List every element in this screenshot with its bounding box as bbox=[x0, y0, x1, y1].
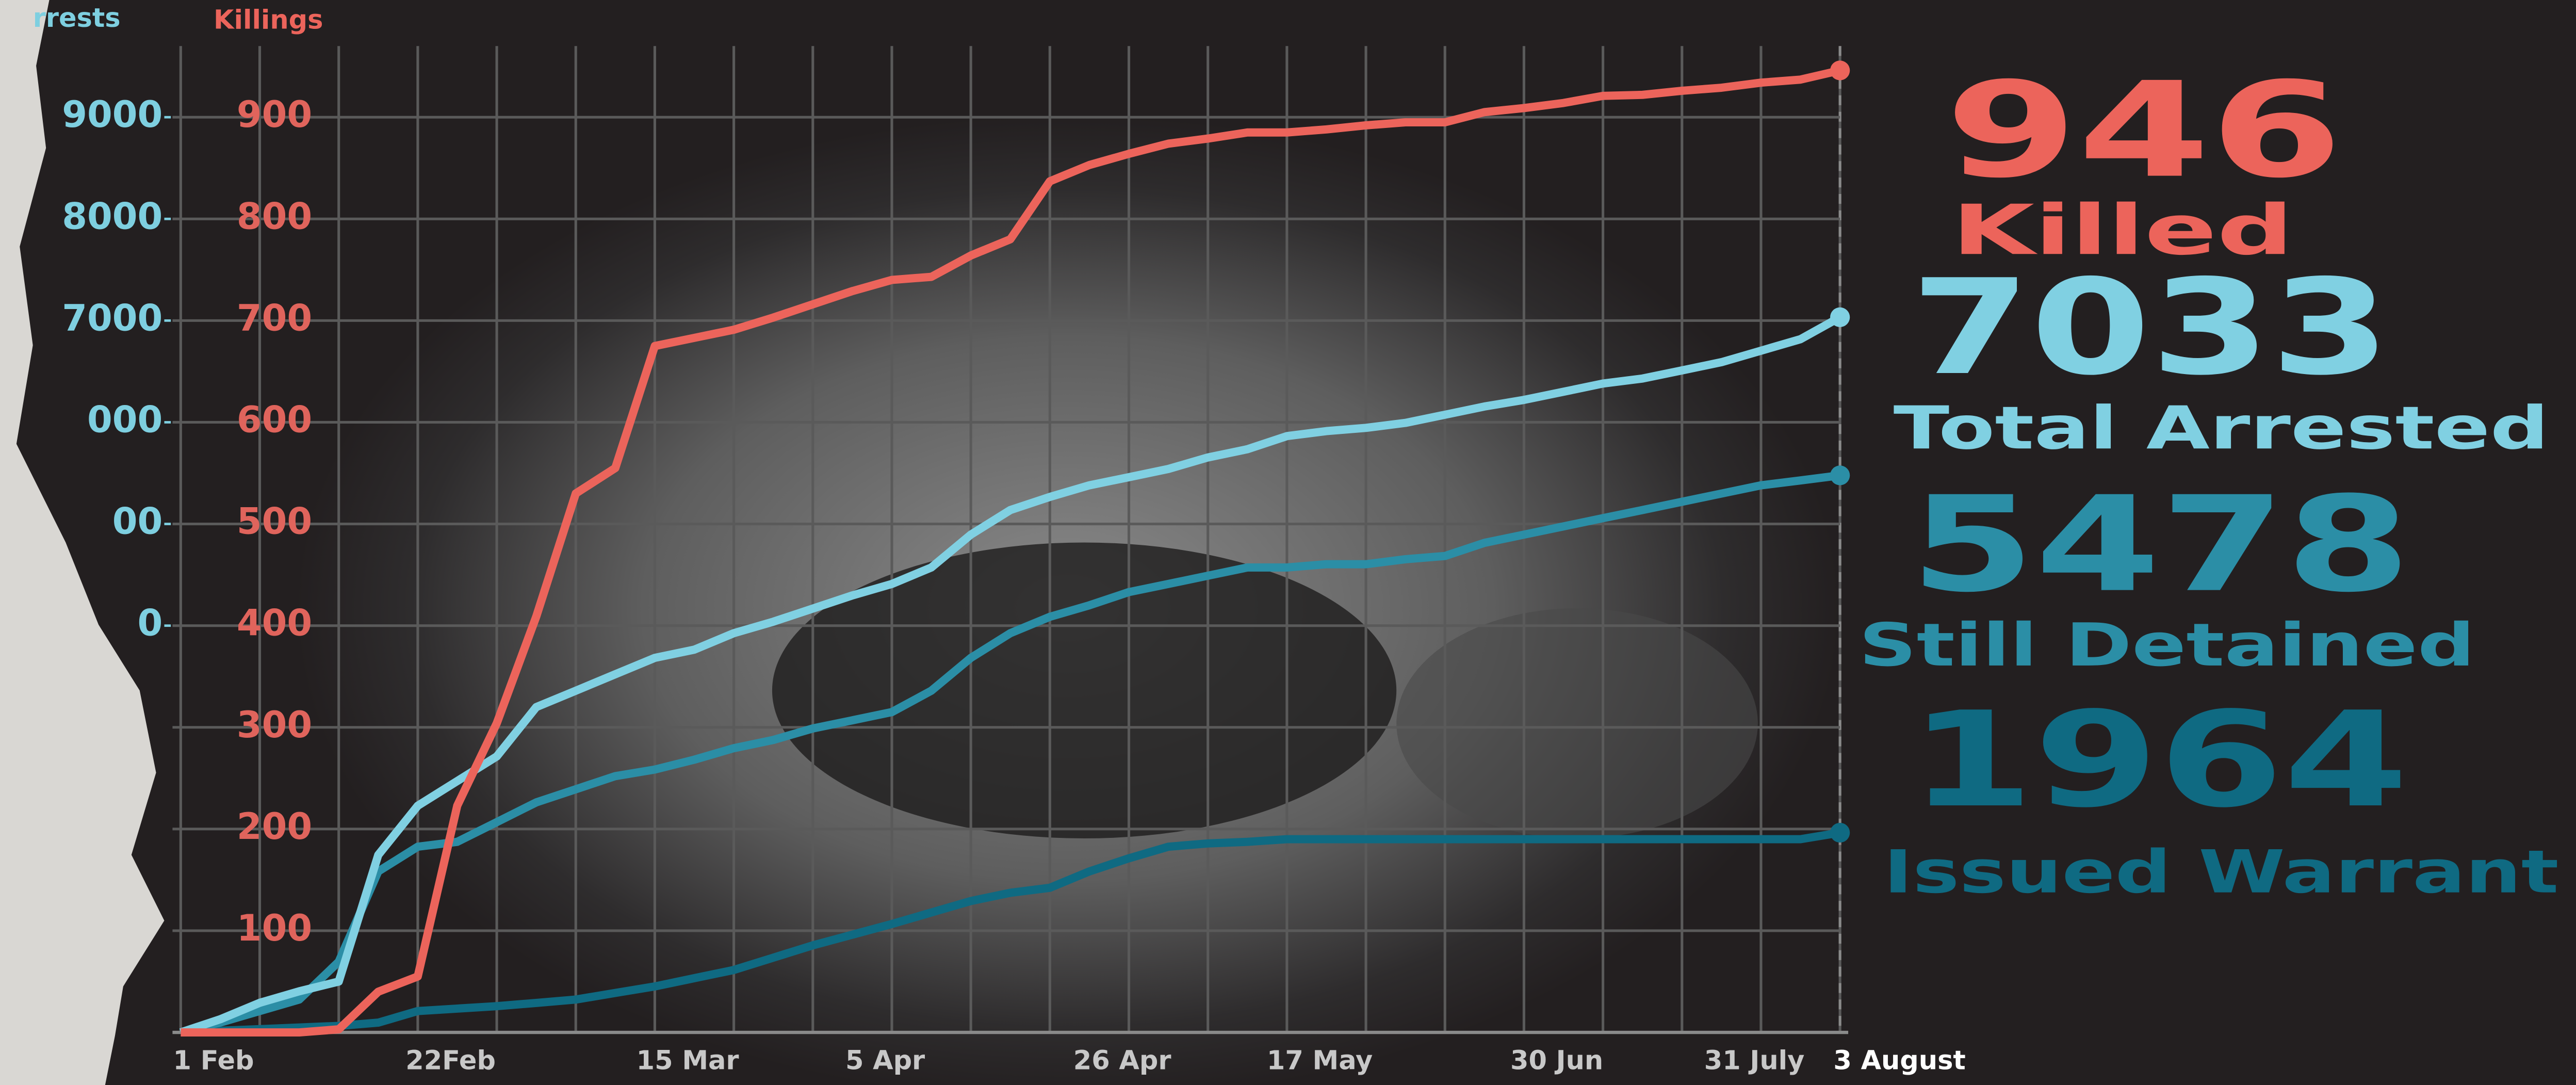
y2-tick-label: 9000 bbox=[62, 93, 162, 136]
end-point bbox=[1830, 465, 1850, 485]
x-tick-label: 5 Apr bbox=[845, 1045, 925, 1076]
y-axis-title: Killings bbox=[214, 5, 323, 35]
y-tick-label: 400 bbox=[237, 602, 312, 644]
x-tick-label: 26 Apr bbox=[1073, 1045, 1171, 1076]
y-tick-label: 200 bbox=[237, 805, 312, 848]
y2-tick-label: 8000 bbox=[62, 195, 162, 237]
y2-axis-title: rrests bbox=[33, 3, 121, 34]
end-point bbox=[1830, 307, 1850, 327]
legend-label: Still Detained bbox=[1859, 611, 2475, 680]
end-point bbox=[1830, 60, 1850, 80]
series-line bbox=[181, 66, 1841, 1037]
y-tick-label: 500 bbox=[237, 500, 312, 543]
x-tick-label: 31 July bbox=[1704, 1045, 1805, 1076]
x-tick-label: 1 Feb bbox=[173, 1045, 254, 1076]
mask-shape bbox=[1396, 608, 1758, 839]
x-tick-label: 17 May bbox=[1267, 1045, 1373, 1076]
y2-tick-label: 0 bbox=[138, 602, 163, 644]
x-tick-label: 22Feb bbox=[405, 1045, 496, 1076]
legend-label: Issued Warrant bbox=[1884, 838, 2559, 907]
y-tick-label: 800 bbox=[237, 195, 312, 237]
y-tick-label: 700 bbox=[237, 297, 312, 339]
x-tick-label: 30 Jun bbox=[1510, 1045, 1603, 1076]
total-value: 5478 bbox=[1910, 468, 2411, 622]
y-tick-label: 600 bbox=[237, 398, 312, 441]
series-line bbox=[181, 829, 1841, 1037]
end-point bbox=[1830, 822, 1850, 843]
total-value: 7033 bbox=[1911, 251, 2390, 404]
grid: 100 200 300 400 500 600 700 800 900 9000 8000 7000 0… bbox=[62, 46, 1966, 1076]
y2-tick-label: 7000 bbox=[62, 297, 162, 339]
legend-label: Total Arrested bbox=[1894, 394, 2549, 463]
total-value: 946 bbox=[1945, 54, 2343, 207]
plot bbox=[179, 60, 1850, 1037]
mask-shape bbox=[772, 542, 1397, 839]
y2-tick-label: 00 bbox=[112, 500, 163, 543]
y-tick-label: 300 bbox=[237, 704, 312, 746]
y2-tick-label: 000 bbox=[87, 398, 162, 441]
y-tick-label: 100 bbox=[237, 907, 312, 949]
series-line bbox=[179, 313, 1843, 1037]
total-value: 1964 bbox=[1909, 684, 2408, 837]
legend-label: Killed bbox=[1952, 190, 2293, 270]
series-line bbox=[180, 471, 1841, 1037]
x-tick-label: 15 Mar bbox=[637, 1045, 739, 1076]
x-tick-label: 3 August bbox=[1833, 1045, 1965, 1076]
y-tick-label: 900 bbox=[237, 93, 312, 136]
torn-paper bbox=[0, 0, 165, 1085]
